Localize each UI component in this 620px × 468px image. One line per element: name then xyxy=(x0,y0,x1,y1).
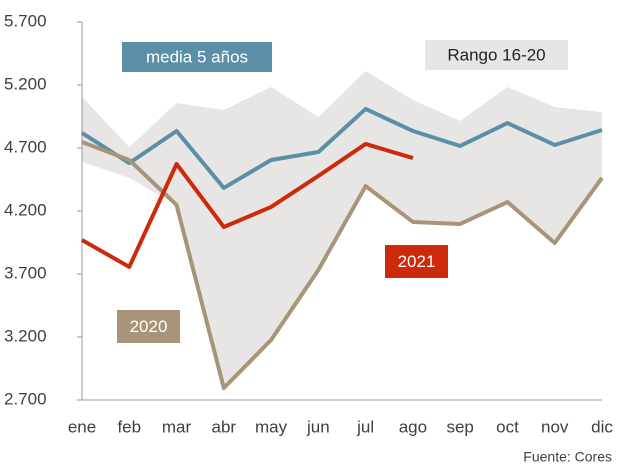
legend-box xyxy=(122,42,272,72)
source: Fuente: Cores xyxy=(523,449,612,465)
x-tick-label: ene xyxy=(68,417,96,436)
x-tick-label: dic xyxy=(591,417,613,436)
legend-box xyxy=(385,245,448,278)
x-tick-label: jul xyxy=(356,417,374,436)
y-tick-label: 3.200 xyxy=(4,326,47,345)
line xyxy=(81,140,604,391)
legend-label: Rango 16-20 xyxy=(447,45,545,64)
y-tick-label: 4.700 xyxy=(4,137,47,156)
y-tick-label: 4.200 xyxy=(4,200,47,219)
x-tick-label: abr xyxy=(212,417,237,436)
x-tick-label: mar xyxy=(162,417,192,436)
range-band xyxy=(82,71,602,389)
line xyxy=(80,106,603,190)
x-tick-label: jun xyxy=(306,417,330,436)
legend-box xyxy=(425,40,568,70)
x-tick-label: sep xyxy=(446,417,473,436)
legend-box xyxy=(117,310,180,343)
legend-label: media 5 años xyxy=(146,47,248,66)
legend-label: 2020 xyxy=(130,317,168,336)
y-tick-label: 5.200 xyxy=(4,74,47,93)
y-tick-label: 2.700 xyxy=(4,389,47,408)
legend-label: 2021 xyxy=(398,252,436,271)
x-tick-label: nov xyxy=(541,417,569,436)
x-tick-label: feb xyxy=(117,417,141,436)
x-tick-label: oct xyxy=(496,417,519,436)
line xyxy=(81,141,414,269)
x-tick-label: may xyxy=(255,417,288,436)
y-tick-label: 3.700 xyxy=(4,263,47,282)
x-tick-label: ago xyxy=(399,417,427,436)
y-tick-label: 5.700 xyxy=(4,11,47,30)
